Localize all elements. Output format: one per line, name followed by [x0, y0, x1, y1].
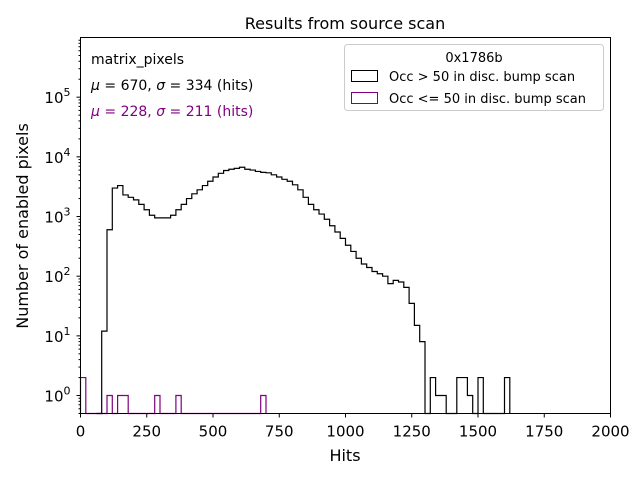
y-axis: 100 101 102 103 104 105: [44, 39, 81, 414]
legend-title: 0x1786b: [445, 51, 502, 66]
y-axis-label: Number of enabled pixels: [13, 123, 32, 329]
annotation-stats-purple: μ = 228, σ = 211 (hits): [90, 104, 253, 120]
x-tick-label: 500: [199, 423, 228, 441]
y-tick-label: 103: [44, 206, 70, 227]
y-tick-label: 101: [44, 325, 70, 346]
y-tick-label: 102: [44, 265, 70, 286]
legend-swatch-purple: [351, 92, 378, 104]
legend-box: [344, 44, 604, 111]
x-tick-label: 1250: [393, 423, 431, 441]
histogram-series-occ-above-50: [96, 166, 511, 415]
x-tick-label: 1500: [459, 423, 497, 441]
legend-entry-occ-above-50: Occ > 50 in disc. bump scan: [389, 70, 575, 85]
y-tick-label: 104: [44, 146, 70, 167]
legend: 0x1786b Occ > 50 in disc. bump scan Occ …: [344, 44, 604, 111]
x-axis: 0 250 500 750 1000 1250 1500 1750 2000: [76, 413, 630, 441]
annotation-matrix-pixels: matrix_pixels: [91, 52, 184, 68]
y-tick-label: 100: [44, 385, 70, 406]
stats-annotations: matrix_pixels μ = 670, σ = 334 (hits) μ …: [90, 52, 253, 120]
x-tick-label: 2000: [591, 423, 629, 441]
x-axis-label: Hits: [329, 446, 360, 465]
x-tick-label: 1000: [326, 423, 364, 441]
x-tick-label: 750: [265, 423, 294, 441]
x-tick-label: 250: [132, 423, 161, 441]
legend-entry-occ-below-50: Occ <= 50 in disc. bump scan: [389, 92, 586, 107]
chart-title: Results from source scan: [245, 14, 445, 33]
x-tick-label: 0: [76, 423, 86, 441]
x-tick-label: 1750: [525, 423, 563, 441]
annotation-stats-black: μ = 670, σ = 334 (hits): [90, 78, 253, 94]
y-tick-label: 105: [44, 86, 70, 107]
legend-swatch-black: [351, 70, 378, 82]
